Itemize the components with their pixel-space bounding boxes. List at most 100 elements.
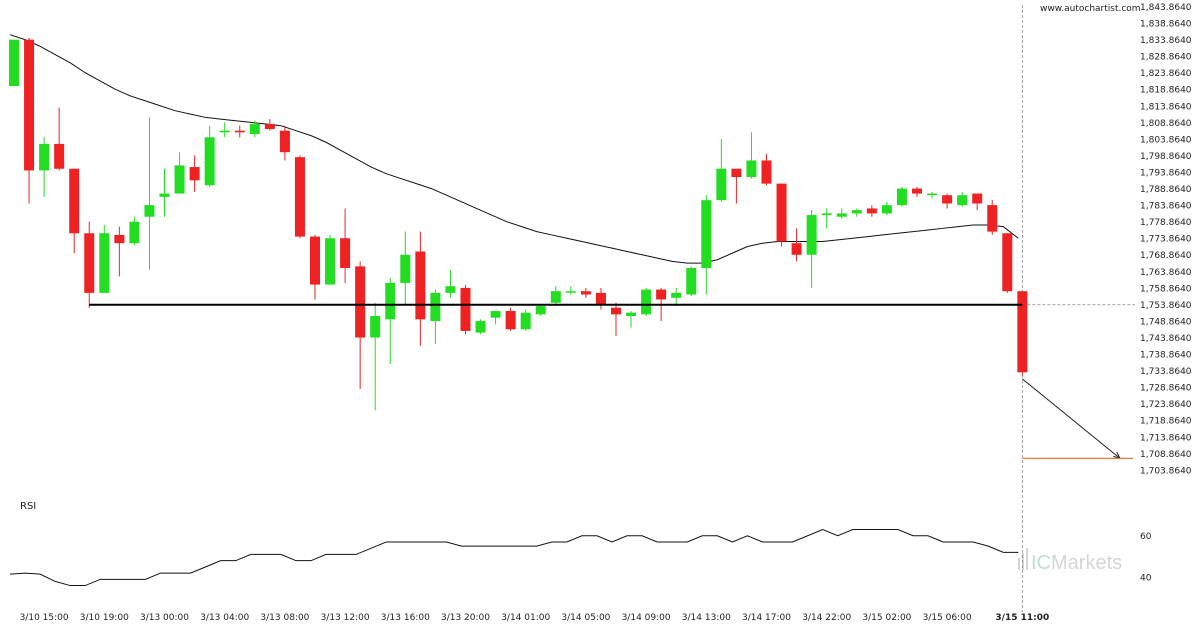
candle-body	[716, 168, 727, 201]
candle-body	[656, 289, 667, 300]
candle	[896, 186, 907, 207]
rsi-label: RSI	[20, 501, 36, 512]
candle	[310, 234, 320, 300]
candle-body	[701, 200, 712, 269]
candle-body	[851, 210, 862, 214]
candle	[611, 302, 621, 336]
candle-body	[430, 292, 441, 321]
candle-body	[355, 266, 366, 338]
candle	[520, 309, 531, 331]
candlesticks	[9, 37, 1028, 411]
rsi-axis: 60 40	[1140, 532, 1152, 584]
time-tick-label: 3/15 02:00	[862, 613, 911, 623]
time-tick-label: 3/13 00:00	[140, 613, 189, 623]
candle-body	[114, 234, 125, 244]
rsi-series-line	[9, 528, 1019, 587]
candle	[204, 125, 215, 187]
price-grid	[1021, 5, 1135, 612]
price-tick-label: 1,803.8640	[1140, 135, 1192, 145]
price-tick-label: 1,713.8640	[1140, 433, 1192, 443]
candle	[866, 205, 877, 217]
price-axis: 1,843.8640 1,838.8640 1,833.8640 1,828.8640…	[1140, 3, 1192, 476]
candle-body	[99, 233, 110, 293]
time-tick-label: 3/14 17:00	[742, 613, 791, 623]
candle-body	[475, 320, 486, 333]
price-tick-label: 1,798.8640	[1140, 152, 1192, 162]
candle	[415, 231, 426, 346]
candle-body	[144, 205, 155, 217]
candle-body	[1002, 233, 1013, 292]
candle	[580, 287, 591, 298]
candle-body	[761, 160, 772, 184]
candle-body	[912, 188, 922, 194]
price-tick-label: 1,758.8640	[1140, 284, 1192, 294]
candle	[641, 287, 652, 317]
price-tick-label: 1,793.8640	[1140, 168, 1192, 178]
candle-body	[595, 292, 606, 305]
price-tick-label: 1,808.8640	[1140, 119, 1192, 129]
price-tick-label: 1,748.8640	[1140, 317, 1192, 327]
candle-body	[686, 268, 697, 295]
price-tick-label: 1,783.8640	[1140, 202, 1192, 212]
candle-body	[972, 193, 983, 204]
candle-body	[445, 286, 456, 293]
candle	[761, 153, 772, 186]
candle	[535, 304, 546, 317]
price-tick-label: 1,833.8640	[1140, 36, 1192, 46]
forecast-arrow-line	[1022, 378, 1121, 459]
time-tick-label: 3/15 11:00	[995, 613, 1049, 623]
candle	[776, 183, 787, 247]
candle	[565, 286, 576, 295]
icmarkets-watermark: ICMarkets	[1018, 548, 1122, 574]
candle	[355, 261, 366, 389]
candle	[430, 289, 441, 345]
time-tick-label: 3/14 13:00	[682, 613, 731, 623]
price-tick-label: 1,838.8640	[1140, 20, 1192, 30]
candle-body	[550, 291, 561, 303]
candle-body	[505, 311, 516, 330]
candle-body	[24, 39, 35, 171]
candle-body	[54, 143, 65, 169]
candle-body	[340, 238, 351, 269]
candle-body	[987, 205, 998, 232]
candle-body	[746, 160, 757, 178]
candle	[671, 287, 682, 307]
site-label[interactable]: www.autochartist.com	[1040, 4, 1141, 14]
candle-body	[264, 124, 275, 130]
candle	[385, 277, 396, 365]
candle	[942, 193, 953, 209]
candle	[595, 287, 606, 310]
candle	[69, 168, 80, 254]
candle-body	[189, 167, 200, 181]
candle	[957, 191, 968, 207]
price-tick-label: 1,823.8640	[1140, 69, 1192, 79]
rsi-line	[9, 528, 1019, 587]
price-tick-label: 1,728.8640	[1140, 384, 1192, 394]
candle-body	[731, 168, 742, 178]
price-tick-label: 1,778.8640	[1140, 218, 1192, 228]
candle	[731, 168, 742, 204]
candle-body	[370, 316, 381, 338]
candle-body	[942, 195, 953, 204]
price-tick-label: 1,773.8640	[1140, 235, 1192, 245]
candle	[370, 302, 381, 411]
candle	[234, 125, 245, 138]
price-tick-label: 1,843.8640	[1140, 3, 1192, 13]
candle-body	[460, 287, 471, 331]
candle-body	[249, 124, 260, 134]
candle	[264, 119, 275, 131]
candle-body	[159, 193, 170, 197]
candle	[1002, 233, 1013, 293]
candle	[325, 234, 336, 285]
candle-body	[520, 312, 531, 330]
candle-body	[1017, 291, 1028, 373]
candle	[987, 200, 998, 235]
candle-body	[821, 213, 832, 216]
price-tick-label: 1,718.8640	[1140, 417, 1192, 427]
candle-body	[836, 213, 847, 217]
candle	[806, 210, 817, 288]
time-tick-label: 3/14 22:00	[802, 613, 851, 623]
watermark-text: ICMarkets	[1031, 552, 1122, 574]
price-tick-label: 1,818.8640	[1140, 86, 1192, 96]
moving-average-line	[9, 34, 1019, 264]
